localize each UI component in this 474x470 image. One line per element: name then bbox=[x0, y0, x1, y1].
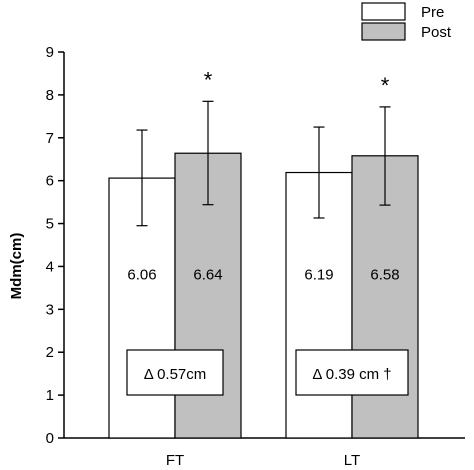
y-tick-label: 2 bbox=[46, 344, 54, 361]
significance-marker: * bbox=[204, 67, 213, 92]
data-label: 6.19 bbox=[304, 266, 333, 283]
y-tick-label: 1 bbox=[46, 387, 54, 404]
data-label: 6.06 bbox=[127, 266, 156, 283]
y-tick-label: 9 bbox=[46, 44, 54, 61]
data-label: 6.64 bbox=[193, 266, 222, 283]
annotation-box bbox=[126, 349, 224, 396]
annotations: Δ 0.57cm Δ 0.39 cm † bbox=[126, 349, 409, 396]
data-label: 6.58 bbox=[370, 266, 399, 283]
y-tick-label: 7 bbox=[46, 130, 54, 147]
x-tick-label: LT bbox=[344, 452, 360, 469]
x-tick-label: FT bbox=[166, 452, 184, 469]
annotation-text: Δ 0.39 cm † bbox=[312, 366, 391, 383]
annotation-box bbox=[295, 349, 409, 396]
y-tick-label: 5 bbox=[46, 216, 54, 233]
legend-label: Pre bbox=[421, 4, 444, 21]
legend: Pre Post bbox=[361, 2, 452, 41]
legend-label: Post bbox=[421, 24, 452, 41]
annotation-text: Δ 0.57cm bbox=[144, 366, 207, 383]
y-tick-label: 0 bbox=[46, 430, 54, 447]
y-tick-label: 3 bbox=[46, 301, 54, 318]
legend-swatch-pre bbox=[361, 2, 406, 21]
legend-swatch-post bbox=[361, 22, 406, 41]
y-tick-label: 4 bbox=[46, 258, 54, 275]
significance-marker: * bbox=[381, 73, 390, 98]
y-tick-label: 6 bbox=[46, 173, 54, 190]
y-axis-label: Mdm(cm) bbox=[8, 233, 25, 300]
y-tick-label: 8 bbox=[46, 87, 54, 104]
value-labels: 6.06 6.64 * 6.19 6.58 * bbox=[127, 67, 399, 283]
